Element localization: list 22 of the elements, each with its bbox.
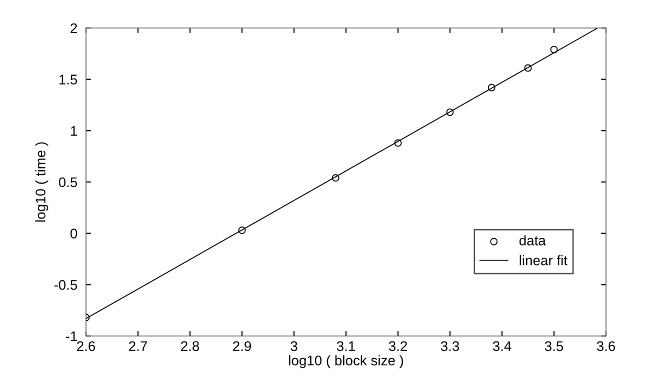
x-tick-label: 3.6 (596, 341, 616, 352)
legend-label: linear fit (520, 255, 568, 266)
y-tick-label: -0.5 (54, 280, 78, 290)
x-tick-label: 2.8 (181, 341, 200, 352)
x-tick-label: 2.6 (77, 341, 96, 352)
x-axis-title: log10 ( block size ) (289, 355, 404, 368)
y-tick-label: 0 (70, 228, 78, 239)
y-tick-label: -1 (66, 331, 77, 342)
x-tick-label: 3.2 (388, 341, 407, 352)
y-axis-title: log10 ( time ) (35, 142, 48, 222)
x-tick-label: 2.7 (129, 341, 147, 351)
x-tick-label: 3.3 (440, 341, 460, 352)
x-tick-label: 3 (290, 341, 298, 352)
legend-label: data (519, 235, 546, 246)
y-tick-label: 0.5 (58, 177, 78, 188)
y-tick-label: 1.5 (59, 74, 78, 85)
x-tick-label: 3.4 (492, 341, 512, 352)
y-tick-label: 2 (70, 23, 77, 34)
x-tick-label: 2.9 (233, 341, 251, 352)
x-tick-label: 3.1 (336, 341, 355, 352)
x-tick-label: 3.5 (544, 341, 564, 352)
y-tick-label: 1 (71, 126, 77, 136)
